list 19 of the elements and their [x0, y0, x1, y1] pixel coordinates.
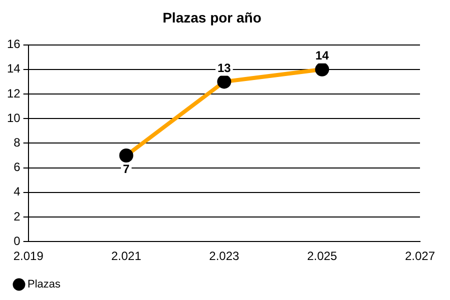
data-label: 13: [217, 61, 232, 76]
chart-title: Plazas por año: [162, 9, 262, 26]
data-label: 14: [315, 48, 330, 63]
y-tick-label: 14: [6, 62, 21, 76]
y-tick-label: 16: [6, 37, 21, 52]
x-tick-label: 2.021: [111, 249, 142, 264]
x-tick-label: 2.025: [307, 249, 338, 264]
y-tick-label: 8: [14, 136, 21, 150]
y-tick-label: 6: [14, 160, 21, 174]
x-tick-label: 2.019: [13, 249, 44, 264]
legend-label: Plazas: [28, 278, 62, 291]
y-tick-label: 12: [6, 86, 21, 100]
y-tick-label: 4: [14, 184, 21, 199]
y-tick-label: 0: [14, 234, 21, 248]
x-tick-label: 2.027: [404, 249, 436, 264]
data-label: 7: [122, 162, 130, 176]
x-tick-label: 2.023: [209, 249, 240, 264]
y-tick-label: 2: [14, 209, 21, 224]
y-tick-label: 10: [6, 110, 21, 125]
